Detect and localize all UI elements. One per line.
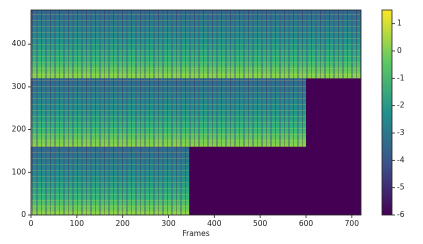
x-tick-label: 0 [29, 219, 34, 228]
colorbar-tick-label: -5 [397, 183, 405, 192]
colorbar-tick-label: 0 [397, 46, 402, 55]
x-tick-label: 200 [116, 219, 131, 228]
y-tick-label: 300 [12, 82, 27, 91]
colorbar [381, 9, 393, 216]
y-tick-label: 100 [12, 167, 27, 176]
colorbar-tick-label: 1 [397, 19, 402, 28]
colorbar-tick-label: -3 [397, 128, 405, 137]
colorbar-tick-label: -6 [397, 210, 405, 219]
spectrogram-texture [31, 146, 190, 215]
spectrogram-texture [31, 10, 361, 79]
x-tick-label: 400 [207, 219, 222, 228]
spectrogram-texture [31, 78, 306, 147]
x-tick-label: 100 [70, 219, 85, 228]
x-axis-label: Frames [182, 229, 209, 238]
x-tick-label: 300 [161, 219, 176, 228]
colorbar-tick-label: -4 [397, 155, 405, 164]
x-tick-label: 600 [299, 219, 314, 228]
y-tick-label: 200 [12, 125, 27, 134]
y-tick-label: 0 [21, 210, 26, 219]
plot-frame [30, 9, 362, 216]
x-tick-label: 700 [345, 219, 360, 228]
x-tick-label: 500 [253, 219, 268, 228]
colorbar-tick-label: -1 [397, 73, 405, 82]
y-tick-label: 400 [12, 39, 27, 48]
colorbar-tick-label: -2 [397, 101, 405, 110]
